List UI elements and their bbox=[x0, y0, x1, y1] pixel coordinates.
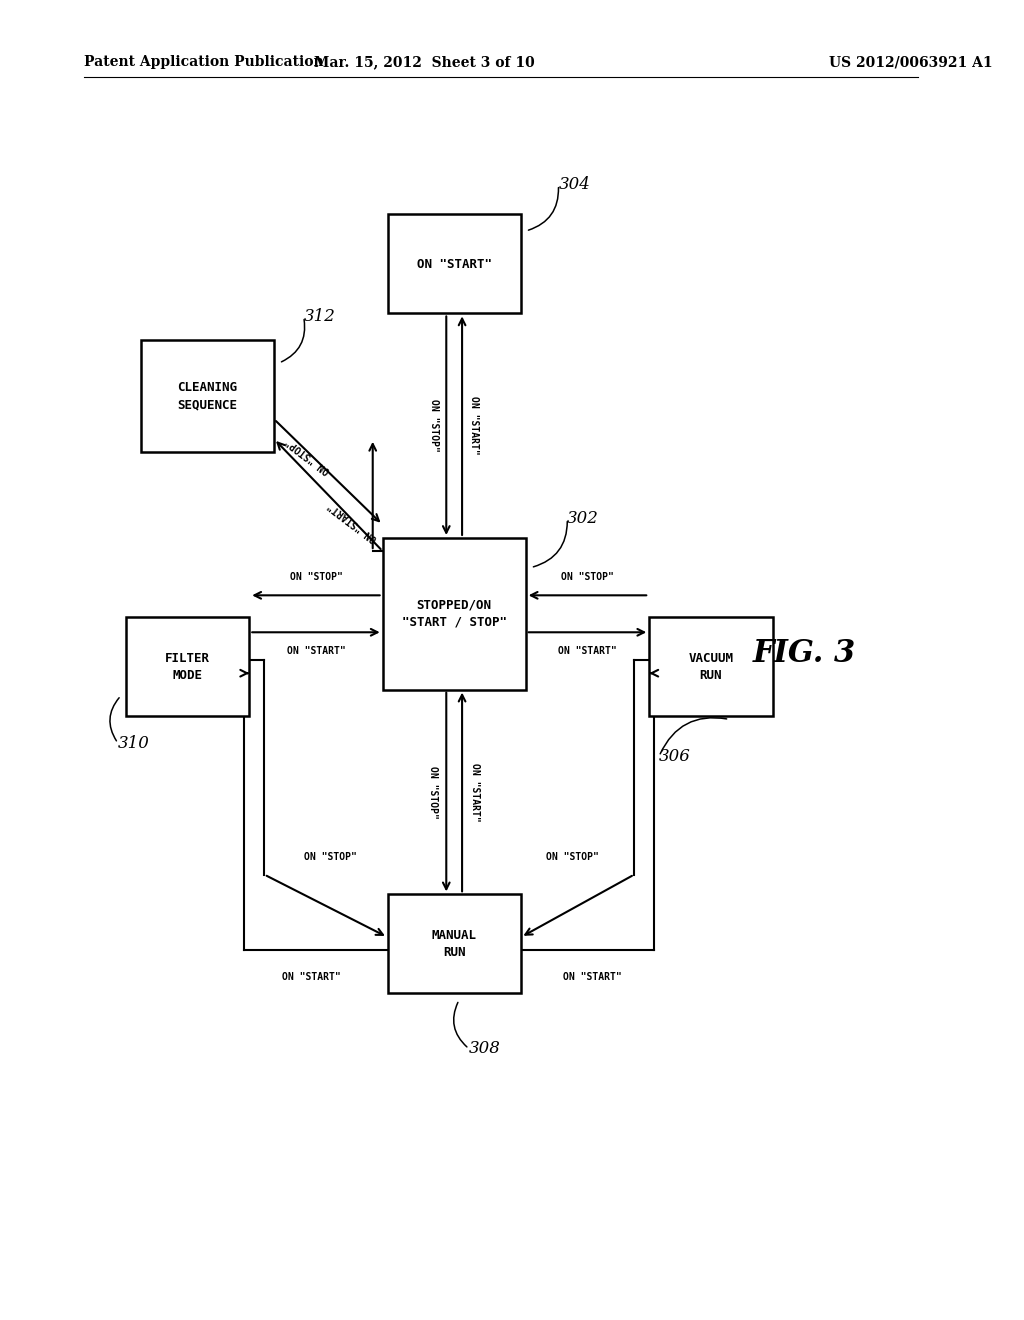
Bar bbox=[383, 539, 525, 689]
Text: FILTER
MODE: FILTER MODE bbox=[165, 652, 210, 681]
Bar bbox=[387, 214, 521, 313]
Text: ON "START": ON "START" bbox=[282, 972, 340, 982]
Text: ON "START": ON "START" bbox=[469, 396, 479, 455]
Text: ON "START": ON "START" bbox=[558, 645, 616, 656]
Text: ON "STOP": ON "STOP" bbox=[429, 399, 439, 453]
Text: STOPPED/ON
"START / STOP": STOPPED/ON "START / STOP" bbox=[401, 599, 507, 628]
Text: CLEANING
SEQUENCE: CLEANING SEQUENCE bbox=[177, 381, 238, 411]
Bar bbox=[387, 895, 521, 993]
Text: ON "STOP": ON "STOP" bbox=[304, 853, 357, 862]
Text: ON "STOP": ON "STOP" bbox=[428, 766, 438, 818]
Text: ON "STOP": ON "STOP" bbox=[290, 572, 342, 582]
Text: ON "STOP": ON "STOP" bbox=[546, 853, 599, 862]
Text: 306: 306 bbox=[659, 748, 691, 764]
Bar bbox=[649, 618, 772, 715]
Text: ON "STOP": ON "STOP" bbox=[561, 572, 614, 582]
Text: US 2012/0063921 A1: US 2012/0063921 A1 bbox=[829, 55, 993, 70]
Text: 308: 308 bbox=[469, 1040, 501, 1057]
Bar bbox=[126, 618, 249, 715]
Text: ON "START": ON "START" bbox=[470, 763, 480, 821]
Bar bbox=[140, 341, 274, 451]
Text: ON "START": ON "START" bbox=[417, 257, 492, 271]
Text: 302: 302 bbox=[567, 511, 599, 527]
Text: ON "START": ON "START" bbox=[563, 972, 622, 982]
Text: ON "START": ON "START" bbox=[287, 645, 345, 656]
Text: 304: 304 bbox=[558, 177, 590, 193]
Text: VACUUM
RUN: VACUUM RUN bbox=[688, 652, 733, 681]
Text: Patent Application Publication: Patent Application Publication bbox=[84, 55, 324, 70]
Text: MANUAL
RUN: MANUAL RUN bbox=[432, 929, 477, 958]
Text: FIG. 3: FIG. 3 bbox=[753, 638, 856, 669]
Text: ON "STOP": ON "STOP" bbox=[285, 436, 333, 475]
Text: Mar. 15, 2012  Sheet 3 of 10: Mar. 15, 2012 Sheet 3 of 10 bbox=[314, 55, 535, 70]
Text: 310: 310 bbox=[118, 735, 150, 751]
Text: ON "START": ON "START" bbox=[327, 500, 379, 543]
Text: 312: 312 bbox=[303, 309, 336, 325]
